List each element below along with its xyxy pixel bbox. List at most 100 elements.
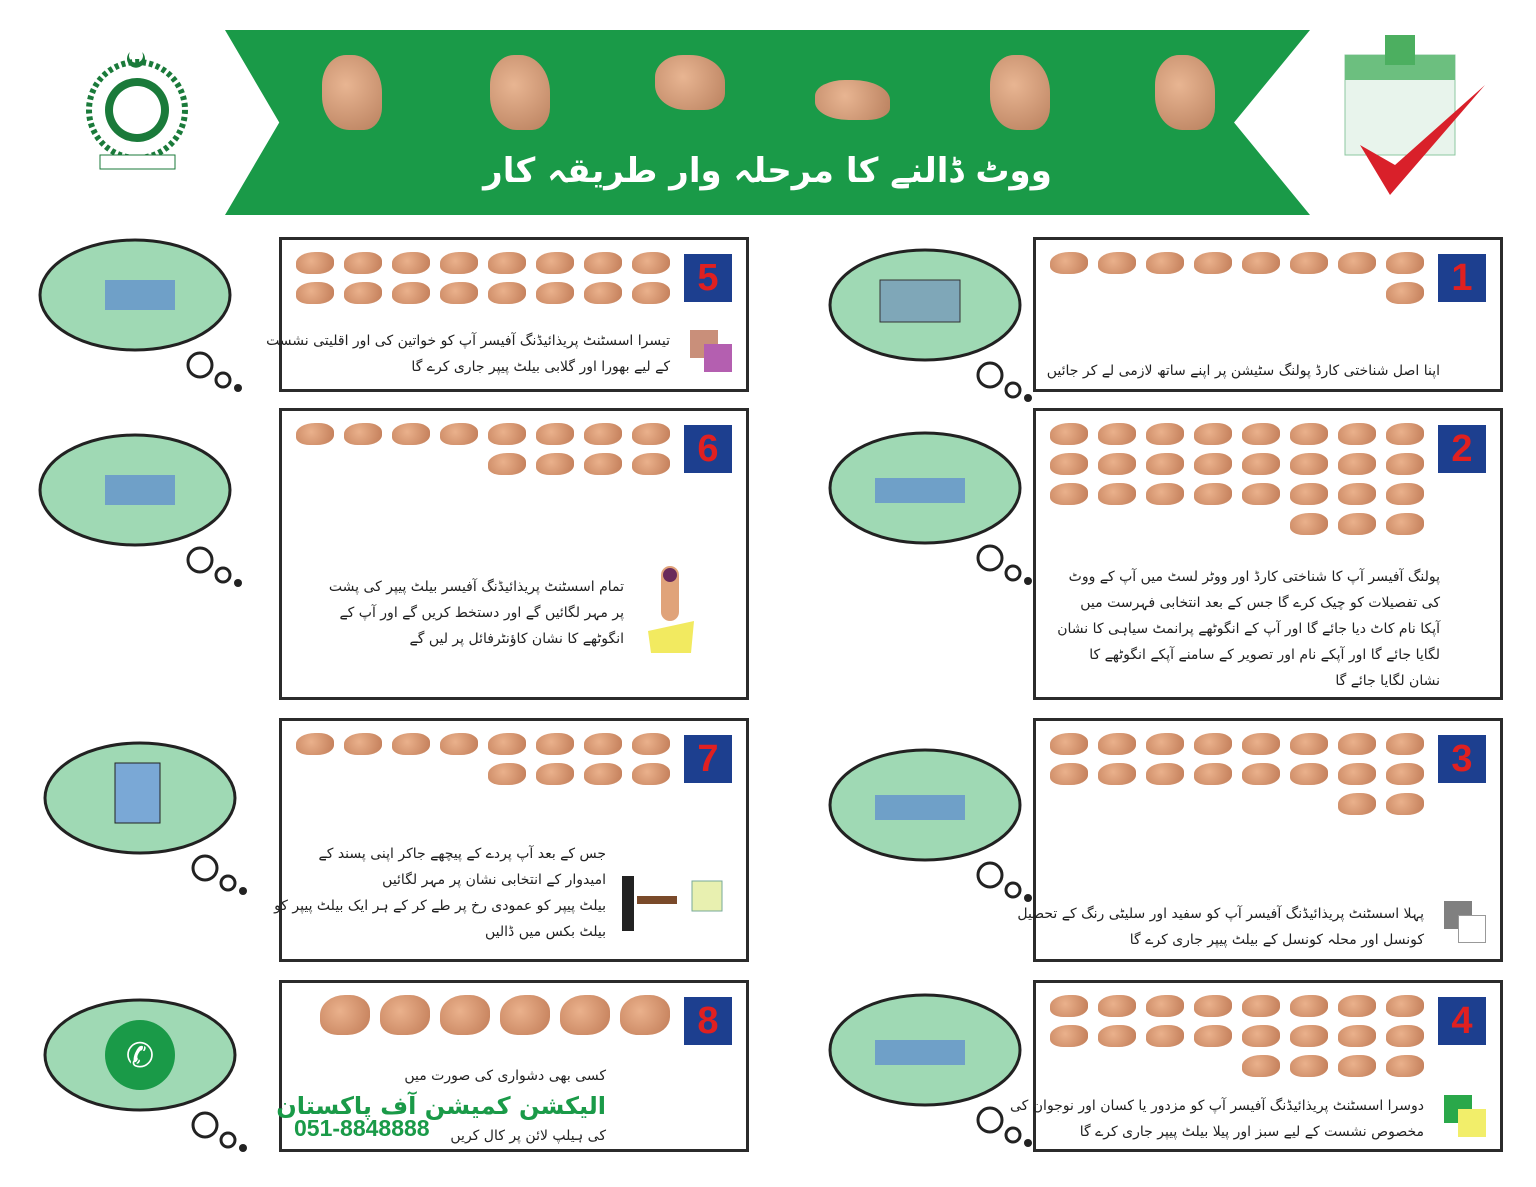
sign-hand-icon [1194, 483, 1232, 505]
sign-hand-icon [296, 282, 334, 304]
step-number: 2 [1438, 425, 1486, 473]
step-card-8: 8 کسی بھی دشواری کی صورت میں الیکشن کمیش… [276, 980, 749, 1152]
sign-hand-icon [1146, 423, 1184, 445]
ballot-color-pink [704, 344, 732, 372]
step-card-6: 6 تمام اسسٹنٹ پریذائیڈنگ آفیسر بیلٹ پیپر… [279, 408, 749, 700]
sign-hand-icon [1146, 763, 1184, 785]
sign-hand-icon [1098, 423, 1136, 445]
sign-hand-icon [1338, 453, 1376, 475]
sign-hand-icon [536, 453, 574, 475]
helpline-number[interactable]: 051-8848888 [294, 1115, 430, 1141]
step-number: 8 [684, 997, 732, 1045]
ballot-color-white [1458, 915, 1486, 943]
sign-hand-icon [1290, 1055, 1328, 1077]
sign-hand-icon [1146, 453, 1184, 475]
sign-hand-icon [296, 252, 334, 274]
cloud-step-1 [828, 248, 1034, 404]
cloud-step-4 [828, 993, 1034, 1149]
sign-hand-icon [440, 733, 478, 755]
sign-hand-icon [488, 252, 526, 274]
sign-hand-icon [1386, 733, 1424, 755]
step-text: کسی بھی دشواری کی صورت میں الیکشن کمیشن … [276, 1068, 606, 1144]
sign-hand-icon [584, 453, 622, 475]
step-card-5: 5 تیسرا اسسٹنٹ پریذائیڈنگ آفیسر آپ کو خو… [266, 237, 749, 392]
step-number: 6 [684, 425, 732, 473]
sign-hand-icon [392, 423, 430, 445]
sign-hand-icon [1155, 55, 1215, 130]
sign-language-hands [1050, 995, 1424, 1077]
sign-hand-icon [1386, 282, 1424, 304]
sign-hand-icon [1290, 1025, 1328, 1047]
sign-hand-icon [1290, 995, 1328, 1017]
sign-hand-icon [1338, 793, 1376, 815]
sign-hand-icon [1338, 513, 1376, 535]
step-number: 1 [1438, 254, 1486, 302]
sign-hand-icon [632, 763, 670, 785]
cloud-step-3 [828, 748, 1034, 904]
cloud-step-6 [38, 433, 244, 589]
sign-hand-icon [1338, 483, 1376, 505]
cloud-step-7 [43, 741, 249, 897]
sign-hand-icon [584, 763, 622, 785]
sign-language-hands [296, 733, 670, 785]
sign-hand-icon [1338, 1025, 1376, 1047]
sign-hand-icon [1050, 483, 1088, 505]
sign-hand-icon [1194, 423, 1232, 445]
sign-hand-icon [1050, 252, 1088, 274]
sign-language-hands [1050, 252, 1424, 304]
sign-hand-icon [1386, 513, 1424, 535]
sign-hand-icon [488, 423, 526, 445]
sign-language-hands [1050, 733, 1424, 815]
sign-hand-icon [1386, 252, 1424, 274]
step-text: دوسرا اسسٹنٹ پریذائیڈنگ آفیسر آپ کو مزدو… [1009, 1098, 1424, 1140]
sign-hand-icon [1242, 1055, 1280, 1077]
sign-hand-icon [632, 733, 670, 755]
sign-hand-icon [1338, 733, 1376, 755]
sign-hand-icon [320, 995, 370, 1035]
sign-hand-icon [536, 763, 574, 785]
sign-hand-icon [1098, 733, 1136, 755]
sign-hand-icon [1242, 483, 1280, 505]
sign-hand-icon [1146, 483, 1184, 505]
step-number: 7 [684, 735, 732, 783]
sign-language-hands [296, 995, 670, 1035]
step-text: پولنگ آفیسر آپ کا شناختی کارڈ اور ووٹر ل… [1057, 569, 1440, 689]
sign-hand-icon [344, 282, 382, 304]
step-number: 4 [1438, 997, 1486, 1045]
sign-hand-icon [536, 423, 574, 445]
sign-hand-icon [1290, 423, 1328, 445]
sign-hand-icon [1098, 1025, 1136, 1047]
sign-hand-icon [1338, 423, 1376, 445]
sign-hand-icon [440, 423, 478, 445]
sign-hand-icon [620, 995, 670, 1035]
sign-hand-icon [488, 282, 526, 304]
sign-hand-icon [1098, 252, 1136, 274]
sign-hand-icon [1242, 252, 1280, 274]
ballot-color-yellow [1458, 1109, 1486, 1137]
sign-hand-icon [344, 733, 382, 755]
sign-hand-icon [1290, 453, 1328, 475]
sign-hand-icon [1338, 1055, 1376, 1077]
inked-thumb-icon [648, 566, 694, 653]
phone-icon: ✆ [126, 1036, 155, 1076]
voter-stamping-icon [622, 876, 723, 931]
sign-hand-icon [1386, 763, 1424, 785]
step-number: 3 [1438, 735, 1486, 783]
cloud-step-8: ✆ [43, 998, 249, 1154]
sign-hand-icon [1386, 793, 1424, 815]
sign-hand-icon [344, 423, 382, 445]
sign-hand-icon [632, 453, 670, 475]
step-text: پہلا اسسٹنٹ پریذائیڈنگ آفیسر آپ کو سفید … [1017, 906, 1424, 948]
sign-hand-icon [380, 995, 430, 1035]
sign-hand-icon [490, 55, 550, 130]
sign-hand-icon [632, 252, 670, 274]
sign-hand-icon [584, 282, 622, 304]
sign-hand-icon [488, 453, 526, 475]
sign-hand-icon [488, 763, 526, 785]
sign-hand-icon [632, 282, 670, 304]
sign-hand-icon [536, 282, 574, 304]
sign-hand-icon [815, 80, 890, 120]
sign-hand-icon [1338, 995, 1376, 1017]
sign-hand-icon [440, 252, 478, 274]
sign-hand-icon [1098, 453, 1136, 475]
